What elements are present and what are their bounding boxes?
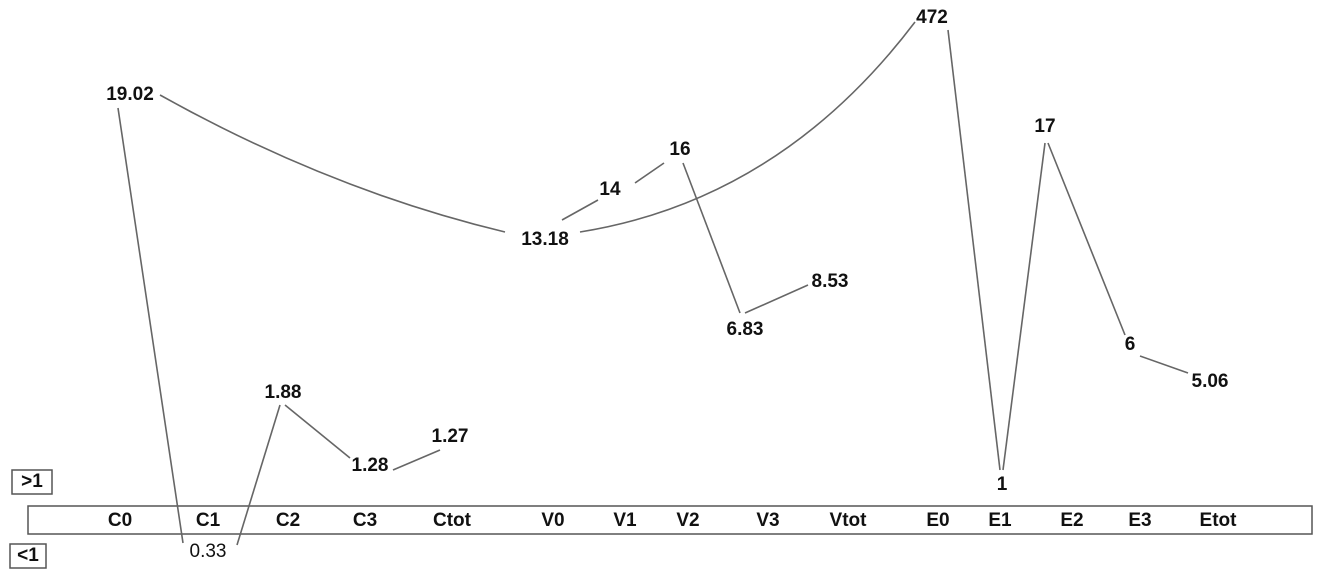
axis-label: C1	[196, 510, 221, 531]
marker-box	[11, 469, 53, 495]
node-label: 16	[669, 139, 690, 160]
connector	[1047, 142, 1126, 336]
marker-box	[9, 543, 47, 569]
node-label: 472	[916, 7, 948, 28]
node-label: 5.06	[1192, 371, 1229, 392]
node-label: 1.27	[432, 426, 469, 447]
axis-label: C3	[353, 510, 377, 531]
connector	[392, 449, 441, 471]
marker-label: >1	[21, 471, 43, 492]
axis-label: V1	[613, 510, 637, 531]
axis-label: Etot	[1200, 510, 1238, 531]
axis-label: V0	[541, 510, 564, 531]
axis-label: E0	[926, 510, 949, 531]
connectors	[117, 21, 1189, 546]
node-label: 1.28	[352, 455, 389, 476]
connector	[1139, 355, 1189, 374]
connector	[579, 21, 916, 233]
node-label: 17	[1034, 116, 1055, 137]
connector	[947, 29, 1001, 471]
axis-label: E2	[1060, 510, 1083, 531]
connector	[284, 404, 351, 459]
axis-label: C2	[276, 510, 300, 531]
axis-label: E1	[988, 510, 1012, 531]
axis-label: V2	[676, 510, 699, 531]
axis-label: E3	[1128, 510, 1151, 531]
axis-label: Ctot	[433, 510, 472, 531]
connector	[1002, 142, 1046, 471]
axis-label: C0	[108, 510, 132, 531]
connector	[744, 284, 809, 314]
node-label: 19.02	[106, 84, 154, 105]
axis-label: Vtot	[830, 510, 868, 531]
node-label: 6	[1125, 334, 1136, 355]
connector	[634, 162, 665, 184]
connector	[236, 404, 281, 546]
node-label: 0.33	[190, 541, 227, 562]
node-label: 8.53	[812, 271, 849, 292]
axis-bar	[27, 505, 1313, 535]
axis-label: V3	[756, 510, 779, 531]
connector	[117, 107, 184, 544]
node-label: 14	[599, 179, 621, 200]
connector	[682, 162, 741, 314]
node-label: 1.88	[265, 382, 302, 403]
node-label: 1	[997, 474, 1008, 495]
connector	[159, 94, 506, 233]
marker-label: <1	[17, 545, 39, 566]
node-label: 6.83	[727, 319, 764, 340]
node-label: 13.18	[521, 229, 569, 250]
connector	[561, 199, 599, 221]
